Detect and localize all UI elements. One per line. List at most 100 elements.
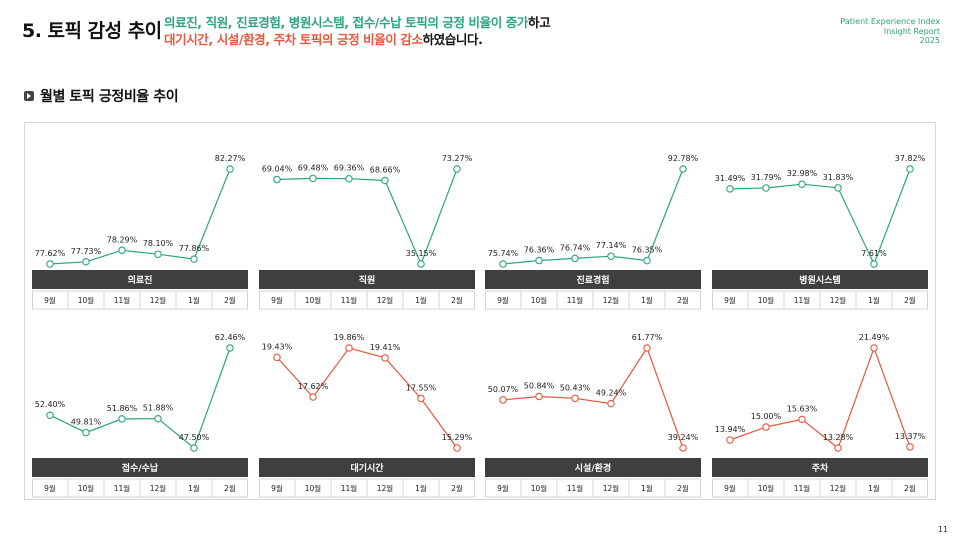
data-label: 50.43% — [560, 383, 591, 392]
category-label: 9월 — [724, 483, 736, 493]
data-label: 92.78% — [668, 154, 699, 163]
category-label: 1월 — [868, 483, 880, 493]
data-point — [273, 353, 281, 362]
category-label: 11월 — [114, 483, 131, 493]
data-label: 77.14% — [596, 241, 627, 250]
category-label: 10월 — [758, 483, 775, 493]
page-title: 5. 토픽 감성 추이 — [22, 20, 162, 42]
data-point — [345, 344, 353, 352]
topic-label-bar — [32, 270, 248, 289]
data-label: 13.37% — [895, 432, 926, 441]
data-point — [226, 165, 234, 173]
topic-chart: 69.04% 69.48% 69.36% 68.66% 35.15% 73.27% 직원 9월… — [259, 154, 475, 310]
page-number: 11 — [937, 525, 948, 534]
data-point — [190, 444, 198, 452]
series-line — [276, 168, 458, 266]
data-label: 61.77% — [632, 333, 663, 342]
data-point — [46, 411, 54, 419]
data-point — [607, 399, 615, 408]
data-point — [906, 443, 914, 451]
data-label: 77.73% — [71, 247, 102, 256]
data-label: 77.62% — [35, 249, 66, 258]
category-label: 12월 — [830, 483, 847, 493]
data-point — [345, 174, 353, 183]
brand-block: Patient Experience Index Insight Report … — [840, 17, 940, 46]
data-label: 62.46% — [215, 333, 246, 342]
data-label: 19.86% — [334, 333, 365, 342]
category-label: 10월 — [305, 295, 322, 305]
data-label: 13.94% — [715, 425, 746, 434]
category-label: 11월 — [567, 483, 584, 493]
data-point — [679, 444, 687, 452]
topic-label-bar — [259, 270, 475, 289]
category-label: 9월 — [724, 295, 736, 305]
topic-name: 병원시스템 — [799, 274, 840, 286]
data-label: 73.27% — [442, 154, 473, 163]
data-point — [154, 414, 162, 423]
summary-suffix-1: 하고 — [527, 15, 551, 30]
category-label: 10월 — [531, 295, 548, 305]
category-label: 12월 — [603, 295, 620, 305]
topic-label-bar — [712, 458, 928, 477]
topic-chart: 52.40% 49.81% 51.86% 51.88% 47.50% 62.46% 접수/수… — [32, 333, 248, 498]
brand-line-1: Patient Experience Index — [840, 17, 940, 26]
data-label: 49.81% — [71, 418, 102, 427]
topic-name: 의료진 — [128, 274, 153, 286]
data-label: 37.82% — [895, 154, 926, 163]
category-label: 2월 — [224, 483, 236, 493]
data-point — [46, 260, 54, 268]
brand-line-3: 2025 — [919, 36, 940, 45]
category-label: 2월 — [677, 483, 689, 493]
data-label: 31.79% — [751, 173, 782, 182]
category-label: 12월 — [377, 483, 394, 493]
data-label: 19.43% — [262, 342, 293, 351]
data-label: 17.62% — [298, 382, 329, 391]
category-label: 12월 — [377, 295, 394, 305]
category-label: 12월 — [830, 295, 847, 305]
category-label: 2월 — [904, 483, 916, 493]
category-label: 12월 — [603, 483, 620, 493]
data-label: 21.49% — [859, 333, 890, 342]
data-label: 77.86% — [179, 244, 210, 253]
brand-line-2: Insight Report — [883, 26, 940, 36]
category-label: 10월 — [531, 483, 548, 493]
data-point — [499, 396, 507, 404]
topic-label-bar — [259, 458, 475, 477]
topic-chart: 13.94% 15.00% 15.63% 13.28% 21.49% 13.37% 주차 9월… — [712, 333, 928, 498]
data-point — [118, 415, 126, 423]
data-point — [535, 256, 543, 265]
data-point — [571, 394, 579, 403]
chart-panel — [24, 122, 936, 500]
section-header: 월별 토픽 긍정비율 추이 — [24, 86, 179, 106]
category-label: 9월 — [497, 483, 509, 493]
data-point — [798, 180, 806, 188]
data-point — [453, 165, 461, 173]
data-label: 76.74% — [560, 243, 591, 252]
data-point — [118, 246, 126, 255]
data-label: 68.66% — [370, 165, 401, 174]
category-label: 2월 — [224, 295, 236, 305]
category-label: 10월 — [78, 295, 95, 305]
data-point — [453, 444, 461, 452]
data-label: 15.63% — [787, 404, 818, 413]
data-label: 13.28% — [823, 433, 854, 442]
data-label: 75.74% — [488, 249, 519, 258]
data-label: 50.07% — [488, 385, 519, 394]
series-line — [729, 346, 911, 449]
category-label: 10월 — [78, 483, 95, 493]
topic-name: 직원 — [359, 274, 376, 286]
category-label: 1월 — [641, 483, 653, 493]
topic-name: 진료경험 — [576, 274, 609, 286]
category-label: 12월 — [150, 483, 167, 493]
category-label: 1월 — [415, 483, 427, 493]
summary-suffix-2: 하였습니다. — [422, 32, 483, 47]
data-label: 15.00% — [751, 412, 782, 421]
data-point — [798, 415, 806, 424]
topic-label-bar — [32, 458, 248, 477]
category-label: 1월 — [415, 295, 427, 305]
topic-name: 접수/수납 — [122, 462, 159, 474]
summary-increase: 의료진, 직원, 진료경험, 병원시스템, 접수/수납 토픽의 긍정 비율이 증… — [164, 15, 528, 30]
category-label: 1월 — [188, 483, 200, 493]
data-point — [906, 165, 914, 173]
